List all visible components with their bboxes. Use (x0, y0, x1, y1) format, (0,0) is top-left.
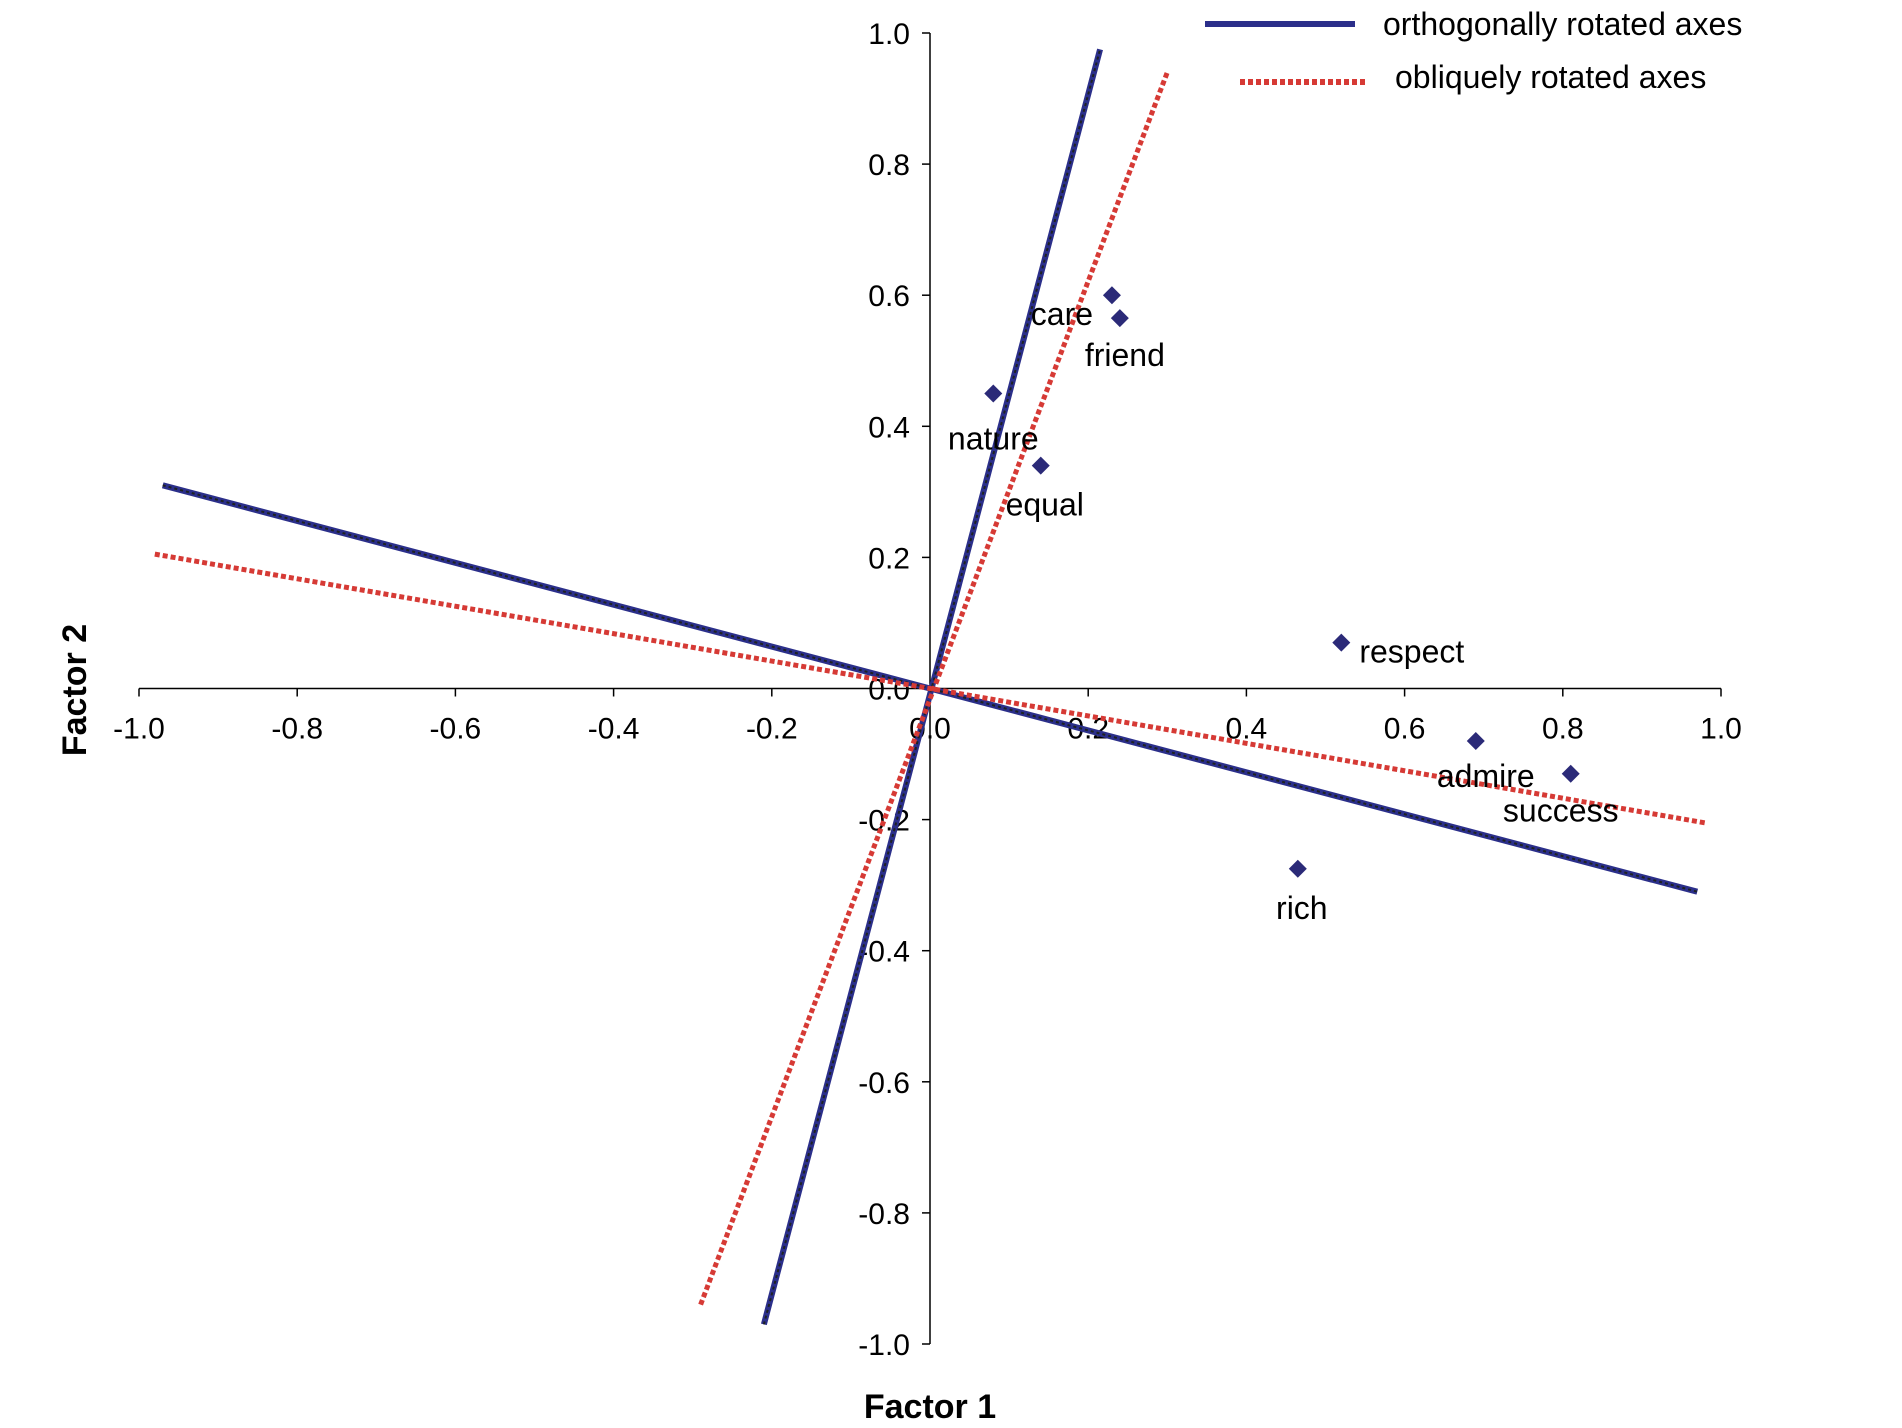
x-tick-label: -0.6 (430, 713, 482, 746)
y-tick-label: -1.0 (858, 1329, 910, 1362)
y-tick-label: 0.6 (868, 280, 910, 313)
point-marker-success (1561, 764, 1580, 783)
y-tick-label: -0.8 (858, 1198, 910, 1231)
axes: -1.0-0.8-0.6-0.4-0.20.00.20.40.60.81.01.… (113, 18, 1742, 1362)
point-label-nature: nature (948, 421, 1039, 457)
x-tick-label: 0.8 (1542, 713, 1584, 746)
point-marker-nature (984, 384, 1003, 403)
point-marker-equal (1031, 456, 1050, 475)
x-tick-label: -1.0 (113, 713, 165, 746)
x-tick-label: -0.2 (746, 713, 798, 746)
data-points: care friend nature equal respect admiresucces… (948, 286, 1619, 926)
x-tick-label: -0.8 (271, 713, 323, 746)
rotated-axes-lines (154, 48, 1706, 1326)
legend-label-orthogonal: orthogonally rotated axes (1383, 6, 1742, 42)
point-label-respect: respect (1359, 634, 1464, 670)
x-tick-label: -0.4 (588, 713, 640, 746)
point-label-admire: admire (1437, 758, 1535, 794)
legend: orthogonally rotated axes obliquely rota… (1205, 6, 1742, 95)
point-marker-care (1102, 286, 1121, 305)
y-tick-label: 1.0 (868, 18, 910, 51)
y-axis-title: Factor 2 (56, 624, 94, 756)
y-tick-label: 0.2 (868, 542, 910, 575)
y-tick-label: 0.4 (868, 411, 910, 444)
point-label-friend: friend (1085, 337, 1165, 373)
point-marker-admire (1466, 731, 1485, 750)
oblique-axis-line (698, 71, 1170, 1306)
x-tick-label: 0.4 (1226, 713, 1268, 746)
point-label-care: care (1031, 296, 1093, 332)
point-label-equal: equal (1006, 487, 1084, 523)
point-marker-respect (1332, 633, 1351, 652)
point-label-success: success (1503, 793, 1619, 829)
x-tick-label: 0.6 (1384, 713, 1426, 746)
legend-label-oblique: obliquely rotated axes (1395, 59, 1706, 95)
orthogonal-axis-overlay (762, 49, 1102, 1325)
point-marker-friend (1110, 309, 1129, 328)
point-marker-rich (1288, 859, 1307, 878)
point-label-rich: rich (1276, 890, 1328, 926)
y-tick-label: -0.6 (858, 1067, 910, 1100)
y-tick-label: 0.8 (868, 149, 910, 182)
x-axis-title: Factor 1 (864, 1388, 996, 1426)
x-tick-label: 1.0 (1700, 713, 1742, 746)
oblique-axis-line (154, 551, 1706, 826)
